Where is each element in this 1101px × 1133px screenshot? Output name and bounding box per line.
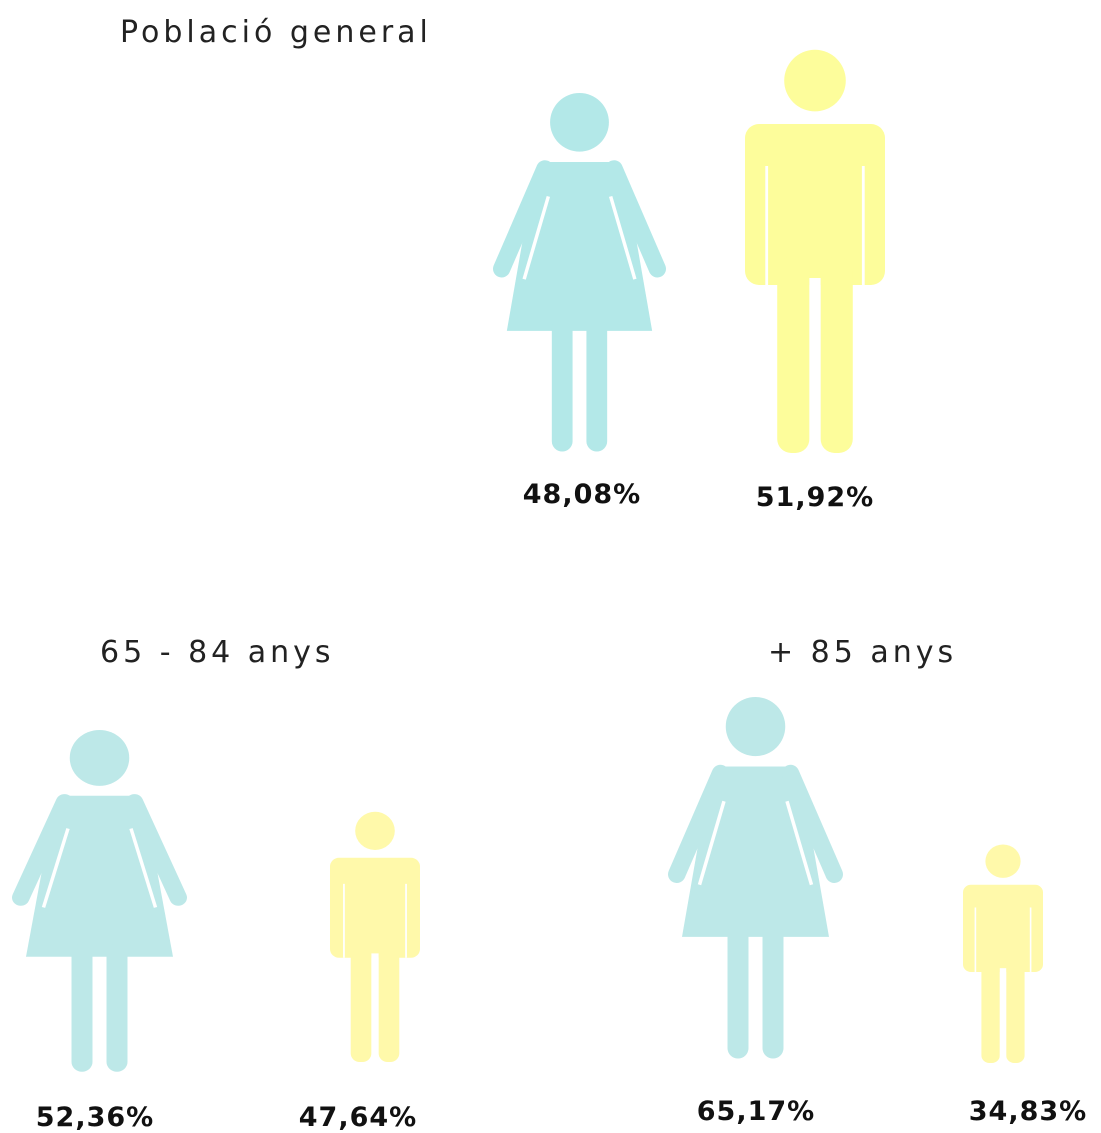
leg xyxy=(378,940,400,1062)
group-title: 65 - 84 anys xyxy=(100,635,335,670)
arm-gap xyxy=(974,907,977,972)
dress xyxy=(26,795,173,957)
arm-gap xyxy=(41,828,70,908)
arm xyxy=(781,764,843,883)
leg xyxy=(71,943,93,1072)
arm-gap xyxy=(405,883,407,958)
arm-gap xyxy=(765,166,769,285)
leg xyxy=(1006,956,1025,1063)
head xyxy=(550,93,609,152)
leg xyxy=(106,943,128,1072)
leg-gap xyxy=(371,953,379,1062)
dress xyxy=(682,766,829,937)
arm xyxy=(493,160,554,278)
women-percent: 65,17% xyxy=(697,1096,815,1127)
torso xyxy=(745,124,885,285)
woman-icon xyxy=(12,730,187,1072)
arm-gap xyxy=(697,800,726,886)
man-icon xyxy=(963,844,1043,1063)
arm xyxy=(605,160,667,278)
woman-icon xyxy=(493,93,667,452)
leg-gap xyxy=(999,968,1007,1063)
leg xyxy=(762,922,784,1059)
leg xyxy=(820,257,853,453)
leg-gap xyxy=(809,278,821,453)
arm xyxy=(668,764,730,883)
torso xyxy=(963,884,1043,972)
men-percent: 34,83% xyxy=(969,1096,1087,1127)
man-icon xyxy=(330,811,420,1062)
leg xyxy=(551,317,573,452)
dress xyxy=(506,161,653,331)
men-percent: 47,64% xyxy=(299,1102,417,1133)
arm-gap xyxy=(522,195,551,280)
group-title: + 85 anys xyxy=(768,635,957,670)
head xyxy=(985,844,1021,878)
leg xyxy=(727,922,749,1059)
women-percent: 48,08% xyxy=(523,479,641,510)
arm-gap xyxy=(608,195,637,280)
arm-gap xyxy=(129,828,158,908)
leg xyxy=(586,317,608,452)
arm-gap xyxy=(343,883,345,958)
woman-icon xyxy=(668,697,843,1059)
head xyxy=(725,697,786,757)
head xyxy=(784,49,846,112)
torso xyxy=(330,857,420,958)
arm-gap xyxy=(1029,907,1032,972)
leg xyxy=(981,956,1000,1063)
arm-gap xyxy=(785,800,814,886)
women-percent: 52,36% xyxy=(36,1102,154,1133)
men-percent: 51,92% xyxy=(756,482,874,513)
man-icon xyxy=(745,49,885,453)
arm-gap xyxy=(861,166,865,285)
arm xyxy=(12,794,74,906)
group-title: Població general xyxy=(120,15,432,50)
head xyxy=(355,811,395,850)
arm xyxy=(125,794,187,906)
leg xyxy=(350,940,372,1062)
head xyxy=(69,730,130,786)
leg xyxy=(777,257,810,453)
